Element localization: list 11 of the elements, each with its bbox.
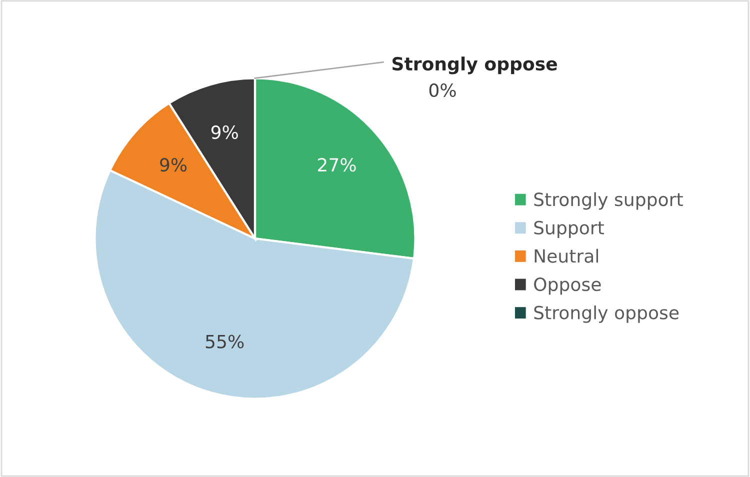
legend-label: Support	[534, 220, 604, 238]
legend-label: Neutral	[534, 248, 598, 263]
category-label: Strongly oppose	[392, 56, 557, 74]
data-label: 9%	[211, 125, 238, 140]
data-label: 27%	[318, 158, 356, 172]
text: 0%	[429, 83, 456, 98]
legend-label: Strongly oppose	[534, 305, 679, 323]
legend-label: Oppose	[534, 277, 601, 295]
legend-label: Strongly support	[534, 192, 683, 210]
data-label: 9%	[160, 158, 187, 172]
data-label: 55%	[206, 334, 244, 348]
